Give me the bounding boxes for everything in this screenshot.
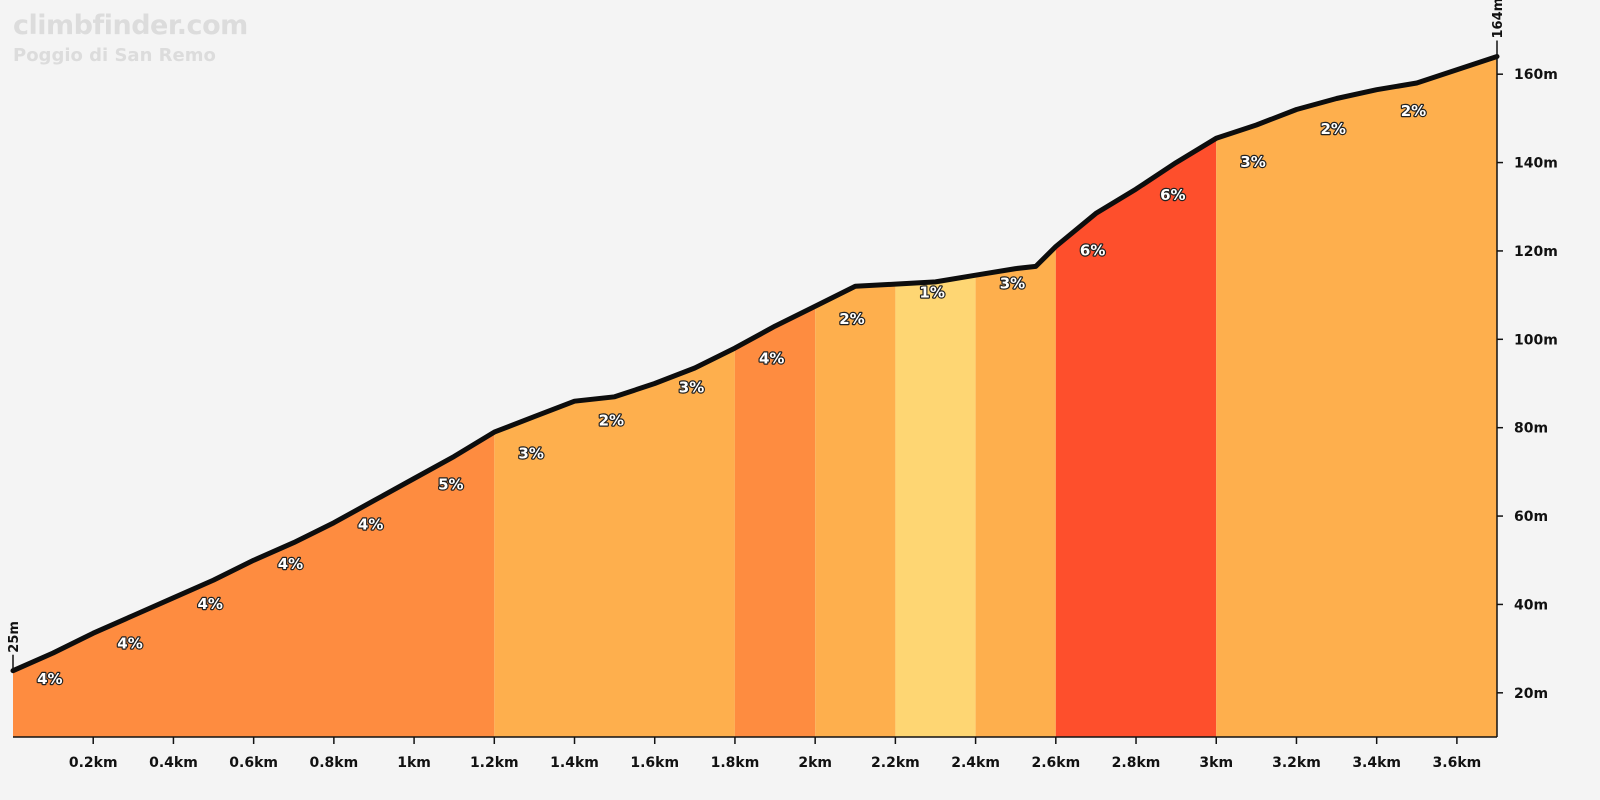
grade-label-7: 3% <box>518 445 543 463</box>
gradient-segment-2 <box>494 348 735 737</box>
x-tick-label-17: 3.4km <box>1352 755 1401 771</box>
grade-label-18: 2% <box>1401 102 1426 120</box>
gradient-segments <box>13 56 1497 738</box>
grade-label-8: 2% <box>599 412 624 430</box>
end-elevation-label: 164m <box>1491 0 1506 39</box>
y-tick-label-3: 60m <box>1514 509 1548 525</box>
x-tick-label-13: 2.6km <box>1031 755 1080 771</box>
grade-label-11: 2% <box>839 310 864 328</box>
y-tick-label-1: 20m <box>1514 686 1548 702</box>
gradient-segment-1 <box>13 432 495 737</box>
x-axis-ticks: 0.2km 0.4km 0.6km 0.8km 1km 1.2km 1.4km 1.6km 1.… <box>69 737 1481 771</box>
gradient-segment-8 <box>1216 56 1497 737</box>
grade-label-3: 4% <box>198 595 223 613</box>
x-tick-label-14: 2.8km <box>1112 755 1161 771</box>
y-tick-label-2: 40m <box>1514 597 1548 613</box>
climb-name: Poggio di San Remo <box>13 45 216 66</box>
elevation-profile-line <box>10 54 1500 674</box>
x-tick-label-4: 0.8km <box>310 755 359 771</box>
start-elevation-marker: 25m <box>7 621 22 671</box>
x-tick-label-8: 1.6km <box>630 755 679 771</box>
x-tick-label-11: 2.2km <box>871 755 920 771</box>
gradient-segment-6 <box>975 246 1056 737</box>
x-tick-label-18: 3.6km <box>1433 755 1482 771</box>
grade-label-9: 3% <box>679 378 704 396</box>
start-elevation-label: 25m <box>7 621 22 653</box>
y-tick-label-8: 160m <box>1514 67 1558 83</box>
grade-label-4: 4% <box>278 555 303 573</box>
grade-label-17: 2% <box>1321 120 1346 138</box>
gradient-segment-5 <box>895 275 976 737</box>
y-tick-label-6: 120m <box>1514 244 1558 260</box>
grade-label-13: 3% <box>1000 275 1025 293</box>
grade-label-2: 4% <box>117 635 142 653</box>
grade-label-14: 6% <box>1080 241 1105 259</box>
grade-labels: 4% 4% 4% 4% 4% 5% 3% 2% 3% 4% 2% 1% 3% 6% 6% 3% 2% 2% <box>36 101 1427 689</box>
x-tick-label-6: 1.2km <box>470 755 519 771</box>
x-tick-label-9: 1.8km <box>711 755 760 771</box>
y-tick-label-5: 100m <box>1514 332 1558 348</box>
x-tick-label-5: 1km <box>397 755 431 771</box>
x-tick-label-10: 2km <box>798 755 832 771</box>
grade-label-12: 1% <box>919 283 944 301</box>
x-tick-label-1: 0.2km <box>69 755 118 771</box>
end-elevation-marker: 164m <box>1491 0 1506 57</box>
grade-label-10: 4% <box>759 350 784 368</box>
grade-label-15: 6% <box>1160 186 1185 204</box>
gradient-segment-4 <box>815 284 896 737</box>
grade-label-1: 4% <box>37 670 62 688</box>
x-tick-label-3: 0.6km <box>229 755 278 771</box>
x-tick-label-15: 3km <box>1199 755 1233 771</box>
x-tick-label-2: 0.4km <box>149 755 198 771</box>
y-tick-label-7: 140m <box>1514 156 1558 172</box>
grade-label-5: 4% <box>358 515 383 533</box>
gradient-segment-7 <box>1055 138 1217 738</box>
grade-label-6: 5% <box>438 476 463 494</box>
x-tick-label-16: 3.2km <box>1272 755 1321 771</box>
x-tick-label-7: 1.4km <box>550 755 599 771</box>
x-tick-label-12: 2.4km <box>951 755 1000 771</box>
grade-label-16: 3% <box>1240 153 1265 171</box>
y-tick-label-4: 80m <box>1514 421 1548 437</box>
brand-logo-text[interactable]: climbfinder.com <box>13 10 248 41</box>
y-axis-ticks: 20m 40m 60m 80m 100m 120m 140m 160m <box>1497 67 1558 702</box>
gradient-segment-3 <box>734 306 816 737</box>
